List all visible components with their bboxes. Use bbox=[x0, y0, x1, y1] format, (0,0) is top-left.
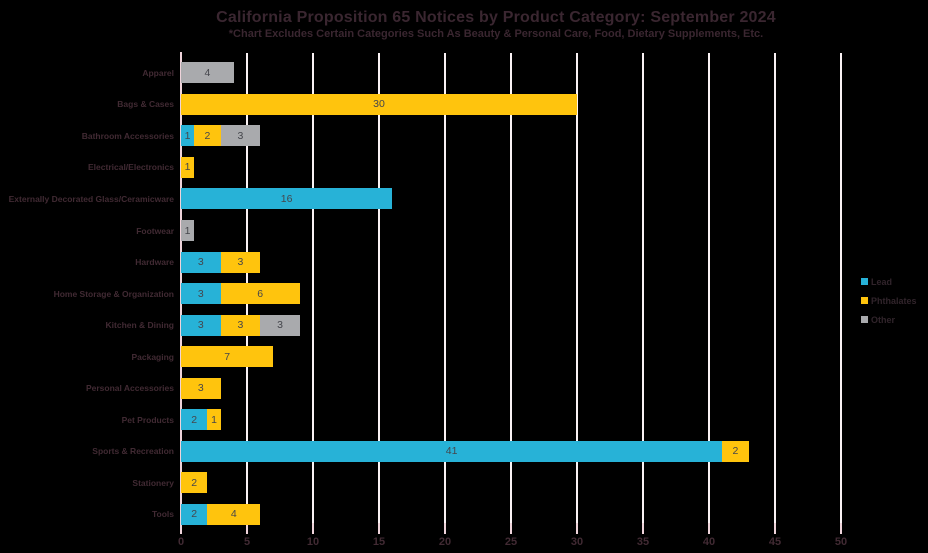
category-label: Tools bbox=[151, 509, 174, 520]
gridline bbox=[642, 53, 644, 528]
bar-segment-lead: 16 bbox=[181, 188, 393, 210]
bar-row: 1 bbox=[181, 220, 195, 242]
x-axis-tick-label: 5 bbox=[243, 536, 251, 548]
gridline bbox=[576, 53, 578, 528]
bar-segment-other: 1 bbox=[181, 220, 195, 242]
gridline bbox=[444, 53, 446, 528]
category-label: Externally Decorated Glass/Ceramicware bbox=[8, 193, 174, 204]
legend-item-other: Other bbox=[861, 310, 917, 329]
bar-segment-phthalates: 30 bbox=[181, 93, 577, 115]
bar-segment-other: 3 bbox=[260, 314, 300, 336]
category-label: Home Storage & Organization bbox=[53, 288, 174, 299]
chart-title: California Proposition 65 Notices by Pro… bbox=[216, 9, 776, 26]
category-label: Footwear bbox=[136, 225, 174, 236]
category-label: Hardware bbox=[135, 257, 174, 268]
category-label: Apparel bbox=[142, 67, 174, 78]
bar-row: 3 bbox=[181, 377, 221, 399]
x-axis-tick-label: 50 bbox=[834, 536, 848, 548]
bar-segment-lead: 2 bbox=[181, 503, 208, 525]
x-axis-tick-label: 20 bbox=[438, 536, 452, 548]
gridline bbox=[708, 53, 710, 528]
bar-segment-other: 4 bbox=[181, 62, 234, 84]
gridline bbox=[774, 53, 776, 528]
category-label: Pet Products bbox=[121, 414, 174, 425]
x-axis-tick bbox=[444, 523, 446, 534]
bar-segment-phthalates: 3 bbox=[220, 314, 261, 336]
category-label: Bags & Cases bbox=[117, 99, 174, 110]
x-axis-tick bbox=[180, 523, 182, 534]
category-label: Personal Accessories bbox=[85, 383, 174, 394]
chart-subtitle: *Chart Excludes Certain Categories Such … bbox=[228, 28, 764, 40]
bar-segment-phthalates: 1 bbox=[207, 409, 221, 431]
bar-segment-phthalates: 2 bbox=[194, 125, 221, 147]
legend-swatch-lead bbox=[861, 278, 868, 285]
x-axis-tick-label: 45 bbox=[768, 536, 782, 548]
bar-segment-phthalates: 7 bbox=[181, 346, 274, 368]
x-axis-tick-label: 10 bbox=[306, 536, 320, 548]
bar-segment-lead: 2 bbox=[181, 409, 208, 431]
bar-segment-phthalates: 1 bbox=[181, 156, 195, 178]
category-label: Kitchen & Dining bbox=[105, 320, 174, 331]
x-axis-tick-label: 35 bbox=[636, 536, 650, 548]
x-axis-tick bbox=[576, 523, 578, 534]
category-label: Stationery bbox=[132, 477, 174, 488]
gridline bbox=[312, 53, 314, 528]
bar-segment-lead: 41 bbox=[181, 440, 723, 462]
gridline bbox=[378, 53, 380, 528]
x-axis-tick bbox=[378, 523, 380, 534]
bar-segment-phthalates: 6 bbox=[220, 283, 300, 305]
bar-row: 30 bbox=[181, 93, 577, 115]
x-axis-tick-label: 25 bbox=[504, 536, 518, 548]
x-axis-tick bbox=[774, 523, 776, 534]
category-label: Packaging bbox=[131, 351, 174, 362]
legend-label-lead: Lead bbox=[871, 276, 893, 287]
x-axis-tick bbox=[840, 523, 842, 534]
x-axis-tick-label: 15 bbox=[372, 536, 386, 548]
bar-row: 16 bbox=[181, 188, 393, 210]
bar-segment-phthalates: 2 bbox=[181, 472, 208, 494]
gridline bbox=[840, 53, 842, 528]
bar-segment-phthalates: 4 bbox=[207, 503, 261, 525]
bar-row: 4 bbox=[181, 62, 234, 84]
bar-segment-lead: 1 bbox=[181, 125, 195, 147]
plot-area: 0 5 10 15 20 25 30 35 40 45 50 Apparel 4 Bags & Cases… bbox=[9, 52, 847, 548]
legend: Lead Phthalates Other bbox=[861, 272, 917, 329]
x-axis-tick bbox=[510, 523, 512, 534]
gridline bbox=[510, 53, 512, 528]
bar-row: 1 bbox=[181, 156, 195, 178]
category-label: Sports & Recreation bbox=[92, 446, 174, 457]
legend-label-phthalates: Phthalates bbox=[871, 295, 917, 306]
category-label: Bathroom Accessories bbox=[81, 130, 174, 141]
x-axis-tick-label: 0 bbox=[177, 536, 185, 548]
bar-segment-phthalates: 2 bbox=[722, 440, 749, 462]
bar-segment-phthalates: 3 bbox=[181, 377, 221, 399]
bar-segment-other: 3 bbox=[220, 125, 261, 147]
legend-swatch-phthalates bbox=[861, 297, 868, 304]
legend-swatch-other bbox=[861, 316, 868, 323]
bar-row: 7 bbox=[181, 346, 274, 368]
x-axis-tick bbox=[642, 523, 644, 534]
x-axis-tick bbox=[246, 523, 248, 534]
category-label: Electrical/Electronics bbox=[88, 162, 174, 173]
bar-row: 2 bbox=[181, 472, 208, 494]
bar-row: 41 2 bbox=[181, 440, 749, 462]
x-axis-tick bbox=[312, 523, 314, 534]
bar-segment-lead: 3 bbox=[181, 251, 221, 273]
x-axis-tick-label: 30 bbox=[570, 536, 584, 548]
bar-segment-phthalates: 3 bbox=[220, 251, 261, 273]
legend-item-lead: Lead bbox=[861, 272, 917, 291]
x-axis-tick-label: 40 bbox=[702, 536, 716, 548]
legend-item-phthalates: Phthalates bbox=[861, 291, 917, 310]
bar-segment-lead: 3 bbox=[181, 283, 221, 305]
bar-segment-lead: 3 bbox=[181, 314, 221, 336]
legend-label-other: Other bbox=[871, 314, 896, 325]
x-axis-tick bbox=[708, 523, 710, 534]
